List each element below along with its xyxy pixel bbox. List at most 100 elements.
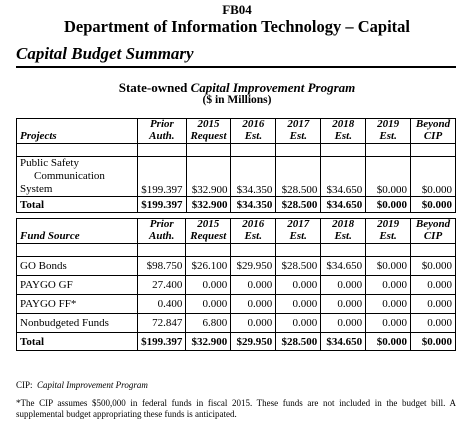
column-header-line: Est. xyxy=(334,229,352,242)
spacer-row xyxy=(15,143,456,157)
value-cell: 0.000 xyxy=(410,313,456,333)
spacer-cell xyxy=(185,143,232,157)
spacer-cell xyxy=(185,243,232,257)
value-cell: $26.100 xyxy=(185,256,232,276)
column-header-line: Auth. xyxy=(149,229,175,242)
value-cell: $199.397 xyxy=(137,332,187,351)
fund-header-col-1: 2015 Request xyxy=(185,218,232,244)
spacer-cell xyxy=(275,143,322,157)
value-cell: $32.900 xyxy=(185,156,232,197)
value-cell: 0.000 xyxy=(230,294,277,314)
column-header-line: 2017 xyxy=(287,218,310,230)
value-cell: 0.000 xyxy=(230,313,277,333)
column-header-line: Est. xyxy=(379,229,397,242)
column-header-line: Request xyxy=(190,129,227,142)
value-cell: $32.900 xyxy=(185,332,232,351)
spacer-cell xyxy=(365,243,411,257)
projects-total-row: Total $199.397 $32.900 $34.350 $28.500 $34.65… xyxy=(15,196,456,213)
spacer-cell xyxy=(15,143,139,157)
value-cell: $34.650 xyxy=(320,332,367,351)
spacer-row xyxy=(15,243,456,257)
projects-header-col-1: 2015 Request xyxy=(185,118,232,144)
fund-header-col-3: 2017 Est. xyxy=(275,218,322,244)
value-cell: $34.650 xyxy=(320,256,367,276)
spacer-cell xyxy=(365,143,412,157)
fund-source-table: Fund Source Prior Auth. 2015 Request 2016 Est… xyxy=(15,218,456,351)
value-cell: $32.900 xyxy=(185,196,232,213)
column-header-line: Est. xyxy=(289,129,308,142)
report-code: FB04 xyxy=(222,2,252,17)
spacer-cell xyxy=(320,243,367,257)
fund-header-col-5: 2019 Est. xyxy=(365,218,411,244)
column-header-line: 2018 xyxy=(332,218,355,230)
value-cell: $34.650 xyxy=(320,196,367,213)
value-cell: $0.000 xyxy=(365,156,412,197)
value-cell: $34.650 xyxy=(320,156,367,197)
column-header-line: 2018 xyxy=(332,118,355,130)
value-cell: $0.000 xyxy=(365,256,411,276)
value-cell: 0.400 xyxy=(137,294,187,314)
row-label: PAYGO GF xyxy=(15,275,139,295)
value-cell: 72.847 xyxy=(137,313,187,333)
cip-footnote-text: Capital Improvement Program xyxy=(37,380,148,390)
column-header-line: 2019 xyxy=(377,118,400,130)
spacer-cell xyxy=(137,243,187,257)
row-label: PAYGO FF* xyxy=(15,294,139,314)
column-header-line: Est. xyxy=(334,129,352,142)
row-label: Public Safety Communication System xyxy=(15,156,139,197)
value-cell: 27.400 xyxy=(137,275,187,295)
value-cell: 0.000 xyxy=(320,294,367,314)
projects-column-header: Projects xyxy=(15,118,139,144)
column-header-line: Auth. xyxy=(149,129,175,142)
column-header-line: 2016 xyxy=(242,118,265,130)
column-header-line: Est. xyxy=(289,229,307,242)
value-cell: $28.500 xyxy=(275,332,322,351)
projects-table: Projects Prior Auth. 2015 Request 2016 Est. 20… xyxy=(15,118,456,213)
spacer-cell xyxy=(15,243,139,257)
department-title: Department of Information Technology – C… xyxy=(63,17,411,36)
row-label-line: Communication System xyxy=(20,170,105,195)
column-header-line: CIP xyxy=(423,129,443,142)
cip-footnote-prefix: CIP: xyxy=(16,380,33,390)
fund-header-col-0: Prior Auth. xyxy=(137,218,187,244)
row-label: Total xyxy=(15,332,139,351)
projects-header-col-4: 2018 Est. xyxy=(320,118,367,144)
section-title: Capital Budget Summary xyxy=(16,44,194,63)
value-cell: $0.000 xyxy=(365,332,411,351)
column-header-line: Est. xyxy=(379,129,397,142)
column-header-line: Beyond xyxy=(415,218,451,230)
spacer-cell xyxy=(230,143,277,157)
projects-header-col-3: 2017 Est. xyxy=(275,118,322,144)
program-title-text: State-owned Capital Improvement Program xyxy=(118,80,356,95)
funds-total-row: Total $199.397 $32.900 $29.950 $28.500 $34.65… xyxy=(15,332,456,351)
value-cell: $29.950 xyxy=(230,332,277,351)
value-cell: $0.000 xyxy=(410,196,456,213)
program-title: State-owned Capital Improvement Program xyxy=(0,80,474,95)
fund-header-row: Fund Source Prior Auth. 2015 Request 2016 Est… xyxy=(15,218,456,244)
cip-footnote: CIP: Capital Improvement Program xyxy=(16,380,456,391)
spacer-cell xyxy=(230,243,277,257)
value-cell: 0.000 xyxy=(320,313,367,333)
projects-header-col-0: Prior Auth. xyxy=(137,118,187,144)
row-label: Nonbudgeted Funds xyxy=(15,313,139,333)
fund-header-col-6: Beyond CIP xyxy=(410,218,456,244)
value-cell: $34.350 xyxy=(230,196,277,213)
fund-row: PAYGO FF* 0.400 0.000 0.000 0.000 0.000 0.000 0… xyxy=(15,294,456,314)
column-header-line: Prior xyxy=(149,218,174,230)
value-cell: 0.000 xyxy=(275,294,322,314)
row-label: GO Bonds xyxy=(15,256,139,276)
value-cell: $98.750 xyxy=(137,256,187,276)
project-row: Public Safety Communication System $199.39… xyxy=(15,156,456,197)
column-header-line: Est. xyxy=(244,129,263,142)
column-header-line: 2016 xyxy=(242,218,265,230)
program-name: Capital Improvement Program xyxy=(190,80,356,95)
section-divider xyxy=(16,66,456,68)
row-label-line: Public Safety xyxy=(20,157,79,169)
projects-header-col-6: Beyond CIP xyxy=(410,118,456,144)
spacer-cell xyxy=(410,143,456,157)
fund-source-column-header: Fund Source xyxy=(15,218,139,244)
value-cell: 0.000 xyxy=(275,313,322,333)
row-label: Total xyxy=(15,196,139,213)
value-cell: 0.000 xyxy=(410,294,456,314)
value-cell: $199.397 xyxy=(137,156,187,197)
